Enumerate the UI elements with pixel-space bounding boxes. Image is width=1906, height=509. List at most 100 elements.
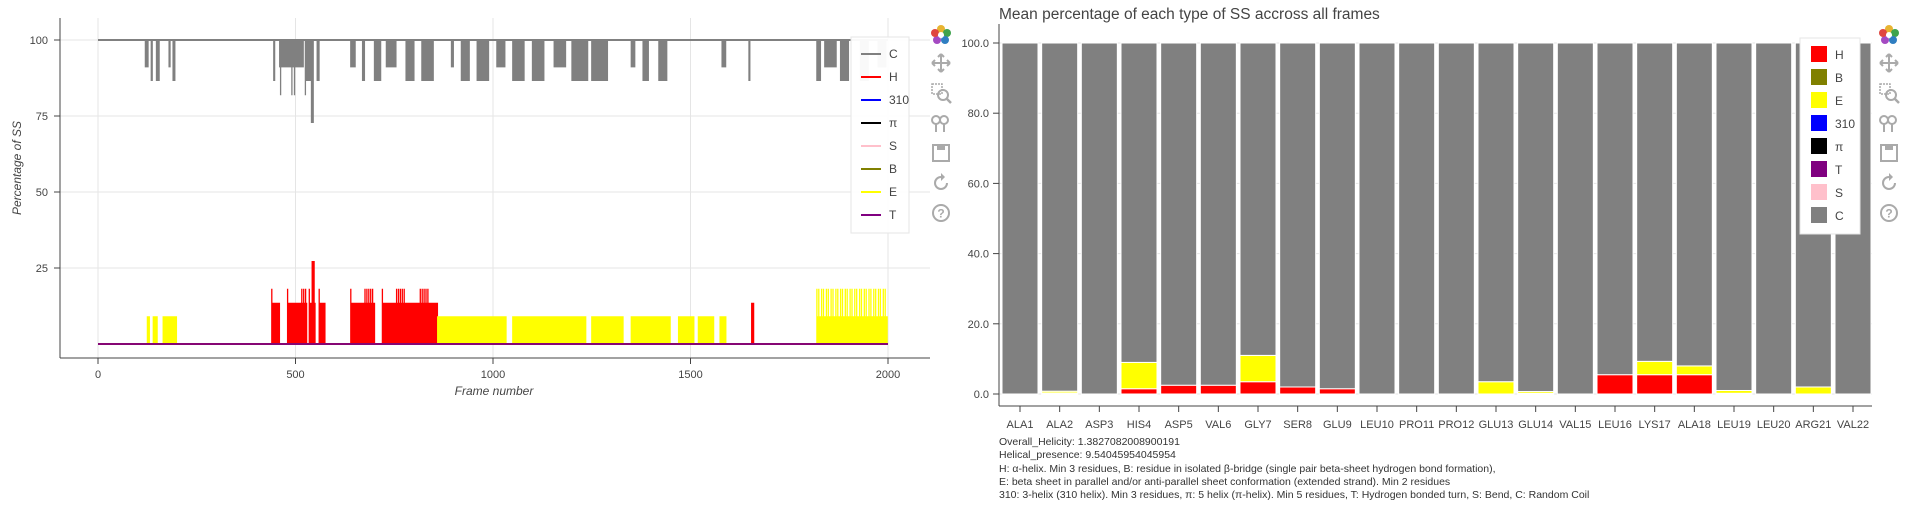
right-legend-label: E [1835, 94, 1843, 108]
right-x-tick-label: GLU9 [1323, 419, 1352, 431]
series-E-spike [697, 316, 715, 344]
left-legend-label: C [889, 47, 898, 61]
reset-icon[interactable] [1876, 170, 1902, 196]
right-y-tick-label: 100.0 [961, 38, 989, 50]
bar-LEU16-H [1596, 374, 1634, 395]
bar-PRO12-C [1437, 42, 1475, 395]
help-icon[interactable]: ? [928, 200, 954, 226]
bar-LYS17-H [1636, 374, 1674, 395]
right-x-tick-label: SER8 [1283, 419, 1312, 431]
left-x-tick-label: 500 [286, 369, 304, 381]
right-legend-swatch [1811, 92, 1827, 108]
bar-ARG21-C [1794, 42, 1832, 388]
left-legend-box [850, 36, 910, 234]
left-x-tick-label: 1000 [481, 369, 505, 381]
series-H-spike [271, 288, 281, 344]
right-legend-label: B [1835, 71, 1843, 85]
series-E-spike [162, 316, 178, 344]
series-C-dip [168, 40, 171, 68]
bar-GLY7-C [1239, 42, 1277, 356]
left-legend-label: B [889, 162, 897, 176]
bar-GLU14-C [1517, 42, 1555, 393]
series-C-dip [630, 40, 636, 68]
right-legend-label: T [1835, 163, 1843, 177]
right-x-tick-label: ASP5 [1165, 419, 1193, 431]
help-icon[interactable]: ? [1876, 200, 1902, 226]
box-zoom-icon[interactable] [928, 80, 954, 106]
wheel-zoom-icon[interactable] [928, 110, 954, 136]
series-C-dip [512, 40, 525, 81]
save-icon[interactable] [928, 140, 954, 166]
right-x-tick-label: GLY7 [1244, 419, 1271, 431]
bar-LEU19-C [1715, 42, 1753, 391]
left-x-tick-label: 2000 [876, 369, 900, 381]
right-x-tick-label: VAL6 [1205, 419, 1231, 431]
right-legend-swatch [1811, 138, 1827, 154]
series-C-dip [373, 40, 382, 81]
reset-icon[interactable] [928, 170, 954, 196]
right-legend-label: π [1835, 140, 1843, 154]
right-x-tick-label: LEU10 [1360, 419, 1394, 431]
series-C-dip [316, 40, 320, 81]
save-icon[interactable] [1876, 140, 1902, 166]
bar-SER8-C [1279, 42, 1317, 388]
series-E-spike [816, 288, 888, 344]
series-H-spike [751, 302, 755, 344]
series-C-dip [658, 40, 668, 81]
series-C-dip [571, 40, 589, 81]
right-x-tick-label: PRO11 [1399, 419, 1434, 431]
bar-VAL6-C [1199, 42, 1237, 386]
right-legend-box [1799, 37, 1861, 235]
bar-LEU10-C [1358, 42, 1396, 395]
pan-icon[interactable] [928, 50, 954, 76]
bar-ALA2-B [1041, 392, 1079, 395]
series-C-dip [150, 40, 153, 81]
right-y-tick-label: 80.0 [968, 108, 989, 120]
right-axes: ALA1 ALA2 ASP3 HIS4 ASP5 VAL6 GLY7 SER8 GLU9 LEU1… [961, 24, 1872, 431]
pan-icon[interactable] [1876, 50, 1902, 76]
wheel-zoom-icon[interactable] [1876, 110, 1902, 136]
series-E-spike [146, 316, 150, 344]
left-y-axis-label: Percentage of SS [10, 121, 24, 215]
series-C-dip [144, 40, 149, 68]
series-H-spike [308, 261, 316, 344]
left-series-lines [98, 39, 888, 345]
series-C-dip [172, 40, 176, 81]
left-legend-label: 310 [889, 93, 909, 107]
right-x-tick-label: LYS17 [1639, 419, 1671, 431]
left-legend-label: S [889, 139, 897, 153]
right-legend-swatch [1811, 161, 1827, 177]
series-C-dip [361, 40, 366, 81]
right-x-tick-label: HIS4 [1127, 419, 1151, 431]
bokeh-logo-icon[interactable] [928, 22, 954, 48]
right-legend-swatch [1811, 46, 1827, 62]
left-x-tick-label: 1500 [678, 369, 702, 381]
right-legend-label: C [1835, 209, 1844, 223]
right-y-tick-label: 40.0 [968, 249, 989, 261]
right-legend-swatch [1811, 184, 1827, 200]
right-legend-swatch [1811, 69, 1827, 85]
series-E-spike [512, 316, 587, 344]
series-C-dip [155, 40, 160, 81]
left-toolbar: ? [928, 20, 958, 230]
bar-ALA18-C [1675, 42, 1713, 367]
bokeh-logo-icon[interactable] [1876, 22, 1902, 48]
series-C-dip [721, 40, 727, 68]
left-legend-label: H [889, 70, 898, 84]
box-zoom-icon[interactable] [1876, 80, 1902, 106]
left-legend-label: T [889, 208, 897, 222]
bar-PRO11-C [1398, 42, 1436, 395]
right-y-tick-label: 60.0 [968, 178, 989, 190]
right-x-tick-label: GLU14 [1518, 419, 1553, 431]
series-C-dip [385, 40, 397, 68]
right-x-tick-label: VAL22 [1837, 419, 1869, 431]
right-stacked-bars [1001, 42, 1872, 395]
series-H-spike [286, 288, 308, 344]
series-C-dip [460, 40, 470, 81]
bar-HIS4-E [1120, 361, 1158, 390]
bar-LEU19-B [1715, 392, 1753, 395]
bar-LEU16-C [1596, 42, 1634, 376]
series-C-dip [304, 40, 314, 123]
left-legend-label: E [889, 185, 897, 199]
